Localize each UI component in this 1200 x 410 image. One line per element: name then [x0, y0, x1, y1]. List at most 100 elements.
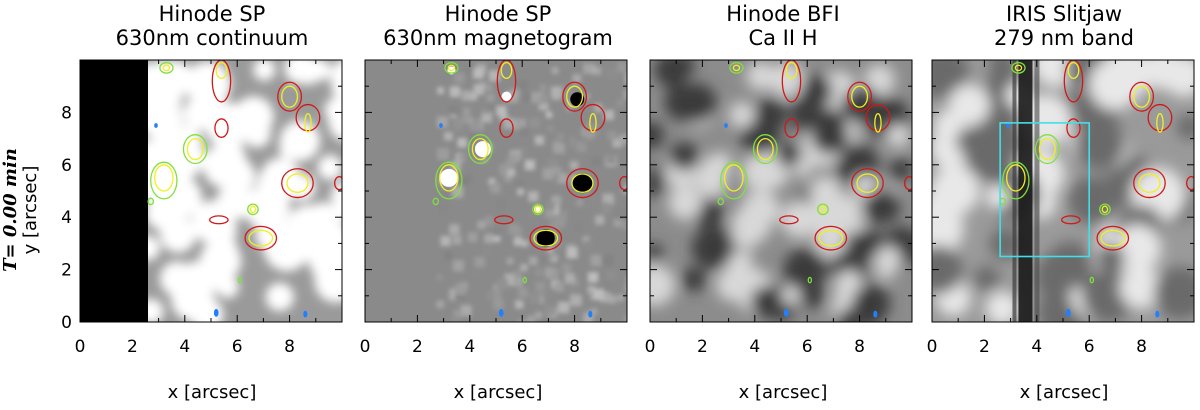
- x-tick-label: 8: [569, 337, 580, 357]
- contour-red: [1063, 60, 1084, 103]
- contour-red: [851, 168, 884, 199]
- contour-green: [1034, 134, 1060, 165]
- x-label-3: x [arcsec]: [738, 382, 828, 403]
- y-tick-label: 0: [61, 313, 72, 333]
- contour-yellow: [1006, 164, 1026, 192]
- contour-green: [720, 161, 748, 200]
- contour-yellow: [732, 64, 741, 72]
- contour-red: [1129, 81, 1155, 112]
- contour-red: [295, 103, 321, 132]
- contour-green: [817, 203, 829, 216]
- x-tick-label: 0: [645, 337, 656, 357]
- contour-blue: [588, 310, 593, 318]
- contour-red: [529, 225, 563, 251]
- contour-yellow: [756, 137, 774, 161]
- contour-red: [619, 175, 627, 191]
- x-tick-label: 2: [697, 337, 708, 357]
- x-tick-label: 0: [927, 337, 938, 357]
- contour-yellow: [1138, 173, 1161, 193]
- panel-image-3: [650, 60, 912, 322]
- contour-green: [1011, 61, 1026, 74]
- x-tick-label: 4: [1031, 337, 1042, 357]
- contour-yellow: [1038, 137, 1056, 161]
- contour-red: [214, 118, 229, 138]
- masked-region: [80, 60, 148, 322]
- contour-yellow: [447, 64, 456, 72]
- contour-red: [1186, 175, 1194, 191]
- x-label-2: x [arcsec]: [453, 382, 543, 403]
- contour-red: [211, 60, 232, 103]
- contour-red: [494, 215, 514, 225]
- contour-yellow: [856, 173, 879, 193]
- contour-red: [566, 168, 599, 199]
- contour-red: [847, 81, 873, 112]
- contours-panel-3: [717, 60, 912, 318]
- x-tick-label: 8: [854, 337, 865, 357]
- contour-yellow: [785, 61, 798, 79]
- contour-yellow: [851, 85, 869, 108]
- contour-yellow: [215, 61, 228, 79]
- contour-red: [814, 225, 848, 251]
- contour-green: [159, 61, 174, 74]
- panel-title-3: Hinode BFI Ca II H: [726, 2, 840, 50]
- contour-blue: [213, 308, 219, 317]
- contour-blue: [498, 308, 504, 317]
- contour-yellow: [471, 137, 489, 161]
- contour-red: [244, 225, 278, 251]
- x-tick-label: 4: [464, 337, 475, 357]
- contour-red: [580, 103, 606, 132]
- x-label-4: x [arcsec]: [1019, 382, 1109, 403]
- contour-yellow: [724, 164, 744, 192]
- contour-yellow: [162, 64, 171, 72]
- x-tick-label: 8: [1136, 337, 1147, 357]
- contour-blue: [783, 308, 789, 317]
- x-tick-label: 6: [517, 337, 528, 357]
- x-tick-label: 0: [75, 337, 86, 357]
- contours-panel-2: [432, 60, 627, 318]
- contour-green: [150, 161, 178, 200]
- x-tick-label: 2: [127, 337, 138, 357]
- contour-yellow: [286, 173, 309, 193]
- contour-green: [1099, 203, 1111, 216]
- contour-red: [781, 60, 802, 103]
- contour-green: [432, 197, 440, 206]
- contour-yellow: [1100, 229, 1126, 247]
- panel-image-4: [932, 60, 1194, 322]
- contour-yellow: [1133, 85, 1151, 108]
- x-label-1: x [arcsec]: [167, 382, 257, 403]
- y-tick-label: 8: [61, 103, 72, 123]
- contour-red: [499, 118, 514, 138]
- x-tick-label: 4: [179, 337, 190, 357]
- contour-yellow: [533, 229, 559, 247]
- contour-yellow: [439, 164, 459, 192]
- x-tick-label: 8: [284, 337, 295, 357]
- contour-red: [1066, 118, 1081, 138]
- contour-green: [444, 61, 459, 74]
- x-tick-label: 6: [1084, 337, 1095, 357]
- contour-red: [334, 175, 342, 191]
- contour-yellow: [534, 205, 542, 214]
- y-tick-label: 6: [61, 156, 72, 176]
- contour-blue: [724, 123, 728, 128]
- iris-region-box: [999, 122, 1090, 258]
- x-tick-label: 4: [749, 337, 760, 357]
- contour-red: [562, 81, 588, 112]
- contour-yellow: [566, 85, 584, 108]
- y-tick-label: 4: [61, 208, 72, 228]
- contour-yellow: [281, 85, 299, 108]
- contour-yellow: [500, 61, 513, 79]
- contour-yellow: [874, 113, 882, 133]
- contour-green: [467, 134, 493, 165]
- contour-green: [182, 134, 208, 165]
- x-tick-label: 2: [979, 337, 990, 357]
- contour-green: [532, 203, 544, 216]
- panel-image-2: [365, 60, 627, 322]
- contour-blue: [303, 310, 308, 318]
- contour-red: [784, 118, 799, 138]
- contour-yellow: [1014, 64, 1023, 72]
- contour-red: [277, 81, 303, 112]
- contours-panel-1: [147, 60, 342, 318]
- contour-red: [1133, 168, 1166, 199]
- contour-yellow: [1156, 113, 1164, 133]
